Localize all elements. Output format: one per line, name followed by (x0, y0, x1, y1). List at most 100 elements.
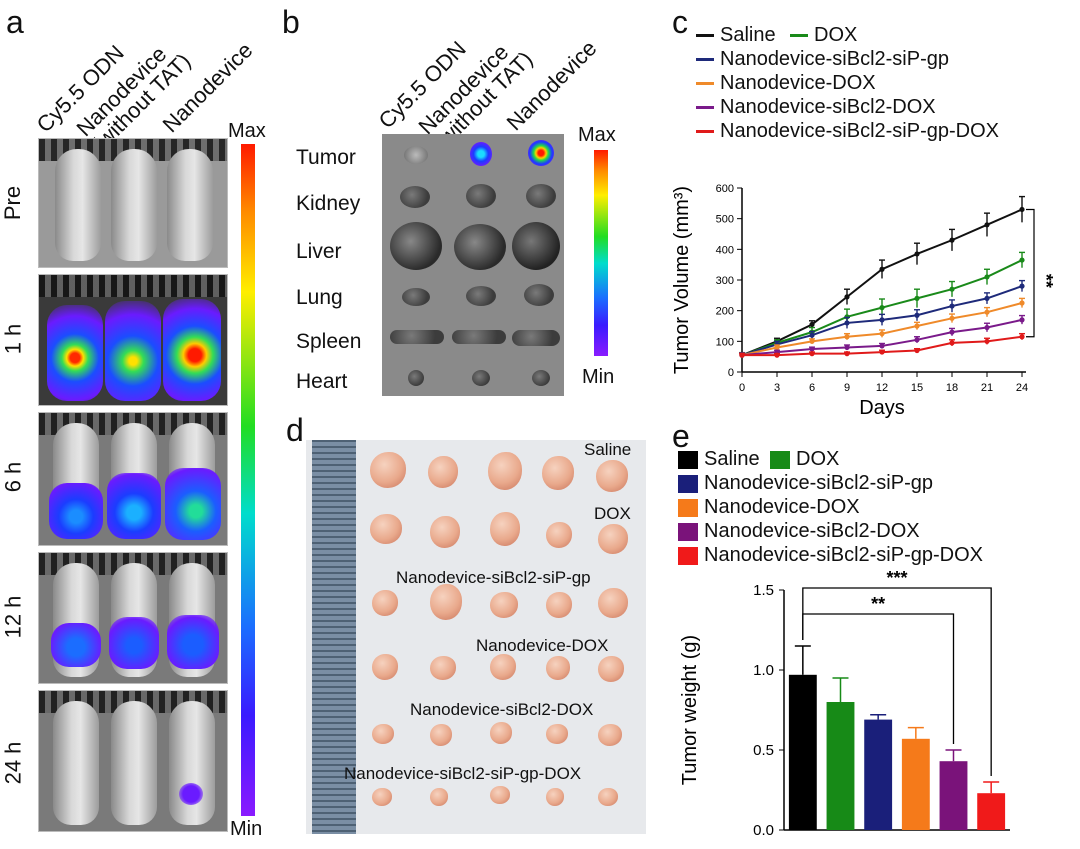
tumor (598, 788, 618, 806)
y-axis-label: Tumor Volume (mm³) (671, 186, 693, 374)
bar-3 (901, 738, 930, 830)
data-point (1019, 317, 1025, 323)
data-point (914, 312, 920, 318)
tumor-group-dox: DOX (594, 504, 631, 523)
legend-e-item: Nanodevice-siBcl2-DOX (678, 520, 920, 543)
tumor (430, 788, 448, 806)
panel-a-scale-min: Min (230, 818, 263, 840)
panel-a-colorbar (241, 144, 255, 816)
panel-c-label: c (672, 4, 688, 40)
data-point (984, 274, 990, 280)
legend-c-item: Nanodevice-siBcl2-siP-gp (696, 48, 949, 71)
data-point (879, 317, 885, 323)
tumor-group-sibcl2-sip-gp: Nanodevice-siBcl2-siP-gp (396, 568, 591, 587)
legend-label: Nanodevice-siBcl2-siP-gp-DOX (720, 120, 999, 142)
data-point (984, 295, 990, 301)
data-point (809, 332, 815, 338)
bar-4 (939, 761, 968, 830)
legend-label: Nanodevice-DOX (720, 72, 876, 94)
legend-e-item: Saline (678, 448, 760, 471)
data-point (914, 337, 920, 343)
tumor (372, 788, 392, 806)
mouse-panel-6h (38, 412, 228, 546)
y-tick-label: 0.5 (753, 742, 774, 759)
tumor (372, 654, 398, 680)
y-tick-label: 1.5 (753, 582, 774, 599)
data-point (949, 340, 955, 346)
legend-e-item: DOX (770, 448, 839, 471)
panel-e-label: e (672, 418, 690, 454)
bar-2 (864, 719, 893, 830)
timepoint-12h: 12 h (0, 595, 26, 639)
tumor (488, 452, 522, 490)
legend-label: Saline (704, 448, 760, 470)
legend-c-item: Nanodevice-DOX (696, 72, 876, 95)
data-point (914, 347, 920, 354)
mouse-panel-12h (38, 552, 228, 684)
legend-e-item: Nanodevice-siBcl2-siP-gp-DOX (678, 544, 983, 567)
data-point (1019, 334, 1025, 340)
y-tick-label: 500 (716, 214, 734, 226)
y-tick-label: 1.0 (753, 662, 774, 679)
tumor (596, 460, 628, 492)
tumor (430, 516, 460, 548)
timepoint-6h: 6 h (0, 461, 26, 493)
data-point (844, 344, 850, 351)
x-tick-label: 6 (809, 382, 815, 394)
data-point (1019, 206, 1025, 213)
tumor-photo (306, 440, 646, 834)
data-point (739, 352, 745, 358)
legend-swatch (696, 82, 714, 86)
x-tick-label: 24 (1016, 382, 1028, 394)
tumor (546, 788, 564, 806)
data-point (949, 286, 955, 292)
organ-spleen: Spleen (296, 330, 362, 353)
panel-b-scale-max: Max (578, 124, 616, 146)
data-point (949, 315, 955, 321)
mouse-panel-1h (38, 274, 228, 406)
legend-swatch (696, 130, 714, 134)
y-tick-label: 400 (716, 244, 734, 256)
significance-label-1: *** (886, 570, 907, 588)
timepoint-24h: 24 h (0, 741, 26, 785)
data-point (844, 320, 850, 326)
data-point (1019, 283, 1025, 289)
x-tick-label: 18 (946, 382, 958, 394)
x-tick-label: 15 (911, 382, 923, 394)
data-point (914, 323, 920, 329)
tumor (370, 452, 406, 488)
tumor (546, 724, 568, 744)
data-point (879, 305, 885, 311)
y-tick-label: 200 (716, 306, 734, 318)
significance-label-0: ** (871, 594, 885, 614)
data-point (949, 237, 955, 243)
organ-liver: Liver (296, 240, 342, 263)
legend-swatch (696, 106, 714, 110)
organ-heart: Heart (296, 370, 348, 393)
timepoint-1h: 1 h (0, 323, 26, 355)
bar-5 (977, 793, 1006, 830)
tumor-weight-chart: 0.0 0.5 1.0 1.5 Tumor weight (g) ***** (679, 570, 1010, 839)
legend-c-item: Nanodevice-siBcl2-DOX (696, 96, 936, 119)
tumor (546, 522, 572, 548)
data-point (879, 343, 885, 349)
tumor (490, 512, 520, 546)
tumor-volume-chart: 0 100 200 300 400 500 600 0 3 6 9 12 15 18 21 24 Days Tum… (671, 183, 1056, 419)
tumor (370, 514, 402, 544)
tumor (428, 456, 458, 488)
timepoint-pre: Pre (0, 185, 26, 221)
mouse-panel-pre (38, 138, 228, 268)
tumor (430, 584, 462, 620)
data-point (809, 338, 815, 344)
tumor-group-full: Nanodevice-siBcl2-siP-gp-DOX (344, 764, 582, 783)
x-tick-label: 0 (739, 382, 745, 394)
data-point (1019, 257, 1025, 263)
data-point (1019, 300, 1025, 306)
x-tick-label: 12 (876, 382, 888, 394)
legend-label: Nanodevice-siBcl2-siP-gp (720, 48, 949, 70)
x-axis-label: Days (859, 397, 905, 419)
significance-label: ** (1036, 274, 1056, 288)
data-point (949, 303, 955, 309)
tumor (490, 592, 518, 618)
legend-label: Nanodevice-siBcl2-siP-gp (704, 472, 933, 494)
